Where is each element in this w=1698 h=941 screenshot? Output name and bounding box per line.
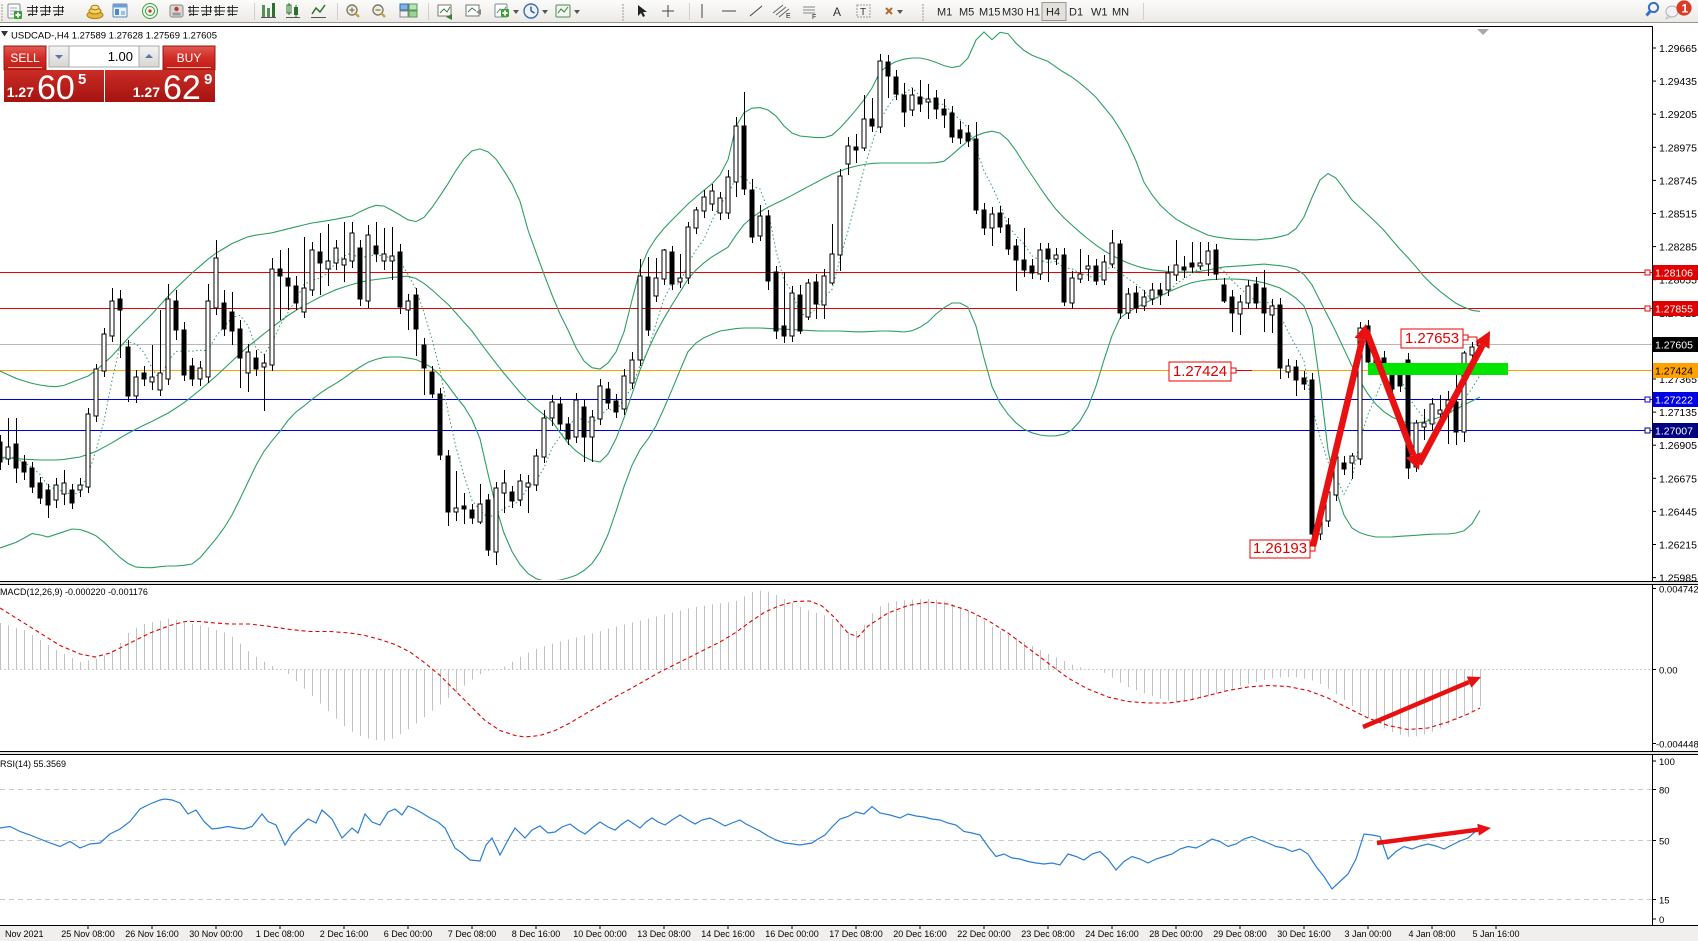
svg-text:1.27: 1.27 [133,84,160,100]
svg-text:17 Dec 08:00: 17 Dec 08:00 [829,929,883,939]
svg-text:1.26445: 1.26445 [1659,506,1697,518]
svg-text:1.27424: 1.27424 [1173,363,1227,380]
svg-text:23 Dec 08:00: 23 Dec 08:00 [1021,929,1075,939]
svg-text:M30: M30 [1002,7,1023,19]
svg-text:3 Jan 00:00: 3 Jan 00:00 [1344,929,1391,939]
svg-text:0: 0 [1659,915,1664,926]
svg-text:Nov 2021: Nov 2021 [5,929,44,939]
svg-text:0.004742: 0.004742 [1659,585,1698,596]
svg-text:8 Dec 16:00: 8 Dec 16:00 [512,929,561,939]
svg-text:BUY: BUY [177,51,202,65]
svg-text:10 Dec 00:00: 10 Dec 00:00 [573,929,627,939]
svg-text:1.27222: 1.27222 [1655,395,1693,407]
svg-text:1.28106: 1.28106 [1655,268,1693,280]
svg-text:1.29435: 1.29435 [1659,76,1697,88]
svg-text:20 Dec 16:00: 20 Dec 16:00 [893,929,947,939]
svg-text:1.26193: 1.26193 [1253,540,1307,557]
svg-text:-0.004448: -0.004448 [1656,740,1698,751]
svg-text:MN: MN [1112,7,1129,19]
svg-text:1.27605: 1.27605 [1655,340,1693,352]
svg-text:1.27007: 1.27007 [1655,426,1693,438]
svg-text:1.27653: 1.27653 [1405,330,1459,347]
svg-text:1.27135: 1.27135 [1659,407,1697,419]
svg-text:1: 1 [1682,2,1689,16]
svg-text:1.27424: 1.27424 [1655,366,1693,378]
svg-text:1.28745: 1.28745 [1659,175,1697,187]
svg-text:22 Dec 00:00: 22 Dec 00:00 [957,929,1011,939]
svg-text:M5: M5 [959,7,974,19]
svg-text:MACD(12,26,9) -0.000220 -0.001: MACD(12,26,9) -0.000220 -0.001176 [0,587,148,597]
svg-text:1.29205: 1.29205 [1659,109,1697,121]
svg-text:16 Dec 00:00: 16 Dec 00:00 [765,929,819,939]
svg-text:60: 60 [37,69,75,107]
svg-text:26 Nov 16:00: 26 Nov 16:00 [125,929,179,939]
svg-text:30 Nov 00:00: 30 Nov 00:00 [189,929,243,939]
svg-text:E: E [786,13,791,20]
svg-text:6 Dec 00:00: 6 Dec 00:00 [384,929,433,939]
svg-text:1.26215: 1.26215 [1659,540,1697,552]
svg-text:80: 80 [1659,786,1670,797]
svg-text:F: F [812,14,816,21]
svg-text:1.26905: 1.26905 [1659,440,1697,452]
svg-text:5: 5 [78,71,86,88]
svg-text:4 Jan 08:00: 4 Jan 08:00 [1408,929,1455,939]
svg-text:1.29665: 1.29665 [1659,43,1697,55]
svg-text:5 Jan 16:00: 5 Jan 16:00 [1472,929,1519,939]
svg-text:100: 100 [1659,757,1675,768]
svg-text:USDCAD-,H4 1.27589 1.27628 1.: USDCAD-,H4 1.27589 1.27628 1.27569 1.276… [11,31,217,42]
svg-text:H1: H1 [1026,7,1040,19]
svg-text:M1: M1 [937,7,952,19]
svg-text:T: T [860,7,866,18]
svg-text:7 Dec 08:00: 7 Dec 08:00 [448,929,497,939]
svg-text:1.27: 1.27 [7,84,34,100]
svg-text:SELL: SELL [10,51,40,65]
svg-text:29 Dec 08:00: 29 Dec 08:00 [1213,929,1267,939]
svg-text:30 Dec 16:00: 30 Dec 16:00 [1277,929,1331,939]
svg-text:14 Dec 16:00: 14 Dec 16:00 [701,929,755,939]
svg-text:D1: D1 [1069,7,1083,19]
svg-text:1.27855: 1.27855 [1655,304,1693,316]
svg-text:25 Nov 08:00: 25 Nov 08:00 [61,929,115,939]
svg-text:9: 9 [204,71,212,88]
svg-text:1 Dec 08:00: 1 Dec 08:00 [256,929,305,939]
svg-text:1.28975: 1.28975 [1659,142,1697,154]
svg-text:1.28285: 1.28285 [1659,242,1697,254]
svg-text:28 Dec 00:00: 28 Dec 00:00 [1149,929,1203,939]
svg-text:M15: M15 [979,7,1000,19]
svg-text:RSI(14) 55.3569: RSI(14) 55.3569 [0,759,66,769]
svg-text:1.26675: 1.26675 [1659,473,1697,485]
svg-text:15: 15 [1659,896,1670,907]
svg-text:1.28515: 1.28515 [1659,209,1697,221]
svg-text:0.00: 0.00 [1659,666,1678,677]
svg-text:H4: H4 [1046,7,1060,19]
svg-text:2 Dec 16:00: 2 Dec 16:00 [320,929,369,939]
svg-text:1.00: 1.00 [108,49,133,64]
svg-text:13 Dec 08:00: 13 Dec 08:00 [637,929,691,939]
svg-text:W1: W1 [1091,7,1108,19]
svg-text:24 Dec 16:00: 24 Dec 16:00 [1085,929,1139,939]
svg-text:62: 62 [163,69,201,107]
svg-text:50: 50 [1659,837,1670,848]
svg-text:A: A [833,5,841,19]
